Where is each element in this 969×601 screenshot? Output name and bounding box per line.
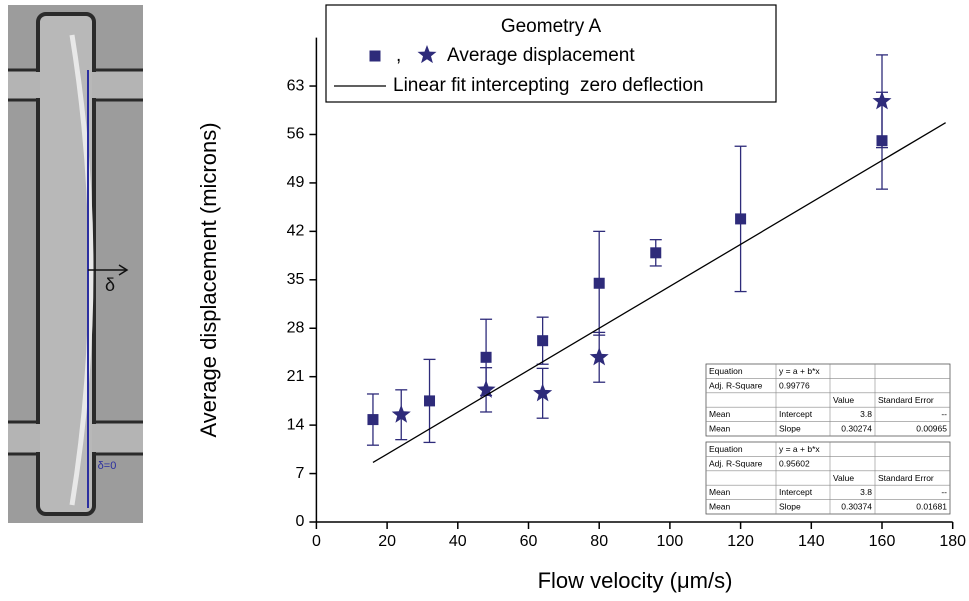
table-cell: Intercept	[779, 487, 813, 497]
point	[537, 335, 549, 347]
table-cell: Slope	[779, 502, 801, 512]
y-tick-label: 7	[295, 465, 304, 482]
legend-label: Average displacement	[447, 45, 635, 66]
micrograph: δ δ=0	[8, 5, 143, 523]
x-tick-label: 40	[449, 533, 467, 550]
y-tick-label: 49	[287, 174, 305, 191]
table-cell: Value	[833, 473, 854, 483]
legend-label: Linear fit intercepting zero deflection	[393, 75, 704, 96]
table-cell: Standard Error	[878, 473, 934, 483]
side-channel	[92, 424, 143, 452]
fit-table: Equation y = a + b*x Adj. R-Square 0.95602 V…	[705, 441, 951, 515]
table-cell: 0.99776	[779, 380, 810, 390]
legend-separator: ,	[396, 45, 401, 66]
table-cell: 0.01681	[916, 502, 947, 512]
fit-line	[372, 122, 946, 464]
fit-table: Equation y = a + b*x Adj. R-Square 0.99776 V…	[705, 363, 951, 437]
point	[424, 395, 436, 407]
legend-box	[325, 4, 777, 103]
shift-label: δ	[105, 275, 115, 295]
table-cell: Mean	[709, 487, 731, 497]
point	[367, 414, 379, 426]
table-cell: 0.30274	[841, 424, 872, 434]
point	[391, 404, 411, 423]
x-axis-label: Flow velocity (μm/s)	[538, 568, 733, 593]
point	[650, 247, 662, 259]
point	[735, 213, 747, 225]
y-tick-label: 14	[287, 416, 305, 433]
y-tick-label: 21	[287, 368, 305, 385]
y-tick-label: 0	[295, 513, 304, 530]
table-cell: Intercept	[779, 409, 813, 419]
table-cell: 0.30374	[841, 502, 872, 512]
table-cell: 3.8	[860, 487, 872, 497]
table-cell: Adj. R-Square	[709, 458, 763, 468]
legend-marker	[417, 45, 437, 64]
legend-marker	[369, 50, 381, 62]
y-tick-label: 56	[287, 126, 305, 143]
y-tick-label: 63	[287, 77, 305, 94]
table-cell: Equation	[709, 366, 743, 376]
arrow-head	[118, 264, 129, 276]
x-tick-label: 100	[657, 533, 684, 550]
y-axis-label: Average displacement (microns)	[196, 122, 221, 437]
table-cell: Adj. R-Square	[709, 380, 763, 390]
channel	[36, 12, 96, 516]
x-tick-label: 140	[798, 533, 825, 550]
table-cell: Equation	[709, 444, 743, 454]
side-channel	[8, 72, 40, 98]
point	[533, 383, 553, 402]
y-tick-label: 42	[287, 223, 305, 240]
side-channel	[8, 424, 40, 452]
table-cell: Standard Error	[878, 395, 934, 405]
table-cell: y = a + b*x	[779, 444, 820, 454]
table-cell: --	[941, 409, 947, 419]
point	[480, 351, 492, 363]
x-tick-label: 180	[939, 533, 966, 550]
table-border	[705, 441, 951, 515]
x-tick-label: 0	[312, 533, 321, 550]
table-cell: y = a + b*x	[779, 366, 820, 376]
point	[593, 277, 605, 289]
x-tick-label: 160	[869, 533, 896, 550]
x-tick-label: 80	[590, 533, 608, 550]
table-cell: --	[941, 487, 947, 497]
table-cell: Mean	[709, 424, 731, 434]
table-cell: Mean	[709, 409, 731, 419]
table-cell: Value	[833, 395, 854, 405]
origin-label: δ=0	[98, 460, 117, 472]
x-tick-label: 60	[520, 533, 538, 550]
y-tick-label: 35	[287, 271, 305, 288]
table-cell: Slope	[779, 424, 801, 434]
y-tick-label: 28	[287, 319, 305, 336]
legend-title: Geometry A	[501, 16, 602, 37]
side-channel	[92, 72, 143, 98]
point	[476, 379, 496, 398]
point	[872, 91, 892, 110]
table-border	[705, 363, 951, 437]
table-cell: 0.00965	[916, 424, 947, 434]
point	[589, 347, 609, 366]
x-tick-label: 20	[378, 533, 396, 550]
x-tick-label: 120	[727, 533, 754, 550]
table-cell: 3.8	[860, 409, 872, 419]
table-cell: 0.95602	[779, 458, 810, 468]
table-cell: Mean	[709, 502, 731, 512]
